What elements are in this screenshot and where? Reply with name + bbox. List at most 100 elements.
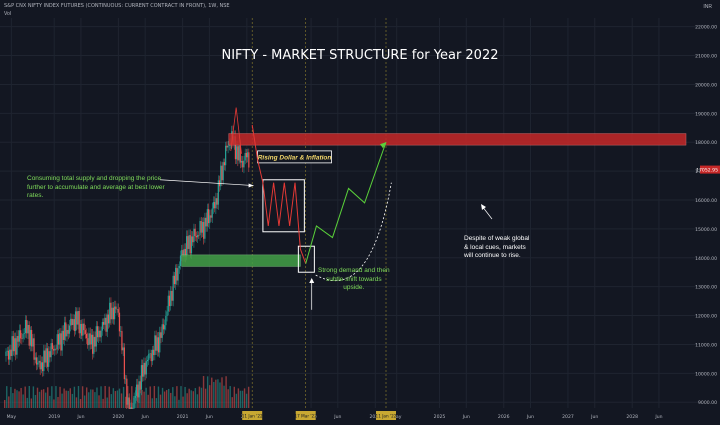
candle-body: [122, 347, 124, 351]
volume-bar: [28, 386, 30, 408]
candle-body: [100, 330, 102, 338]
volume-bars: [4, 376, 250, 408]
last-price-tag: [700, 165, 720, 174]
volume-bar: [245, 393, 248, 408]
price-tick-label: 14000.00: [695, 256, 717, 262]
candle-body: [196, 235, 199, 238]
volume-bar: [92, 389, 94, 408]
projection: [159, 107, 493, 310]
volume-bar: [38, 391, 41, 408]
volume-bar: [209, 385, 211, 408]
volume-bar: [83, 395, 86, 408]
price-axis: 9000.00 10000.00 11000.00 12000.00 13000.00 1…: [695, 0, 720, 425]
candle-body: [203, 221, 205, 239]
time-marker-label: 11 Jan '22: [376, 414, 397, 419]
zones: Rising Dollar & Inflation: [181, 133, 687, 273]
candle-body: [94, 336, 96, 347]
candle-body: [222, 162, 224, 181]
volume-bar: [63, 388, 65, 408]
volume-indicator-label[interactable]: Vol: [4, 11, 11, 17]
candle-body: [123, 347, 125, 380]
candle-body: [223, 162, 226, 166]
candle-body: [195, 235, 197, 238]
volume-bar: [45, 392, 47, 408]
volume-bar: [34, 394, 37, 408]
time-marker-tag: [376, 411, 396, 420]
volume-bar: [186, 393, 188, 408]
candle-body: [226, 145, 228, 148]
candle-body: [214, 202, 216, 209]
outlook-note: Despite of weak global & local cues, mar…: [464, 235, 529, 261]
volume-bar: [32, 386, 35, 408]
candle-body: [24, 319, 27, 334]
time-tick-label: May: [7, 414, 17, 420]
volume-bar: [243, 388, 246, 408]
demand-pointer-arrow: [309, 278, 315, 283]
candle-body: [138, 381, 140, 398]
volume-bar: [10, 387, 12, 408]
volume-bar: [219, 382, 221, 408]
candle-body: [120, 331, 122, 332]
supply-note: Consuming total supply and dropping the …: [27, 175, 165, 201]
time-tick-label: 2021: [177, 414, 189, 420]
time-tick-label: Jun: [141, 414, 149, 420]
label-box-text: Rising Dollar & Inflation: [258, 154, 332, 161]
volume-bar: [139, 389, 141, 408]
price-axis-bg: [700, 0, 720, 425]
time-tick-label: 2028: [626, 414, 638, 420]
candle-body: [26, 319, 28, 334]
candle-body: [189, 235, 191, 254]
candle-body: [118, 312, 121, 332]
candle-body: [205, 217, 207, 227]
candle-body: [240, 160, 243, 163]
candle-body: [237, 146, 239, 161]
candle-body: [32, 338, 34, 347]
candle-body: [126, 378, 128, 405]
candle-body: [9, 349, 11, 360]
candle-body: [55, 348, 57, 350]
candle-body: [99, 330, 101, 338]
volume-bar: [114, 391, 117, 408]
volume-bar: [94, 392, 96, 408]
candle-body: [72, 319, 74, 326]
candle-body: [248, 152, 250, 168]
candle-body: [234, 136, 237, 160]
candle-body: [144, 362, 146, 375]
grid: [0, 18, 700, 408]
candle-body: [48, 351, 50, 367]
candle-body: [212, 202, 215, 209]
volume-bar: [116, 390, 119, 408]
volume-bar: [88, 392, 90, 408]
volume-bar: [151, 398, 153, 408]
candle-body: [29, 329, 32, 346]
symbol-header: S&P CNX NIFTY INDEX FUTURES (CONTINUOUS:…: [4, 3, 230, 9]
volume-bar: [172, 387, 174, 408]
candle-body: [153, 349, 155, 356]
demand-note-line-1: Strong demand and then: [318, 267, 390, 274]
candle-body: [209, 215, 211, 224]
outlook-note-line-1: Despite of weak global: [464, 235, 530, 242]
candle-body: [154, 335, 156, 356]
volume-bar: [198, 386, 201, 408]
volume-bar: [14, 388, 16, 408]
time-marker-label: 11 Jan '22: [242, 414, 263, 419]
volume-bar: [225, 376, 227, 408]
price-tick-label: 18000.00: [695, 140, 717, 146]
volume-bar: [168, 388, 170, 408]
candle-body: [74, 311, 77, 331]
volume-bar: [213, 381, 215, 408]
price-tick-label: 21000.00: [695, 54, 717, 60]
time-tick-label: Jun: [205, 414, 213, 420]
time-tick-label: Jun: [654, 414, 662, 420]
candle-body: [162, 324, 165, 330]
volume-bar: [51, 386, 53, 408]
candle-body: [167, 295, 169, 312]
candle-body: [150, 353, 152, 362]
volume-bar: [217, 379, 219, 408]
candle-body: [6, 350, 8, 352]
vertical-markers: [251, 18, 387, 408]
volume-bar: [145, 387, 147, 408]
candle-body: [159, 332, 161, 353]
candle-body: [160, 332, 162, 338]
